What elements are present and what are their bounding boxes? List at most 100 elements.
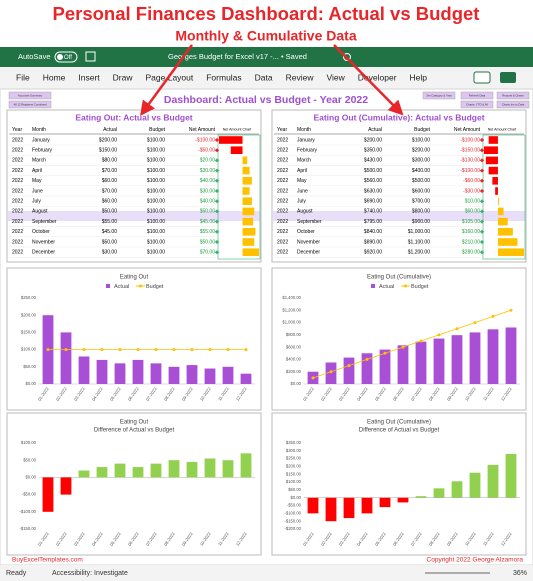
ribbon-tab[interactable]: File xyxy=(16,72,30,82)
data-bar xyxy=(242,166,250,175)
legend-swatch xyxy=(139,284,142,288)
macro-button[interactable] xyxy=(8,100,52,109)
ribbon-tab[interactable]: Review xyxy=(286,72,315,82)
bar xyxy=(222,460,234,478)
net-indicator xyxy=(214,178,220,183)
table-cell: $795.00 xyxy=(364,219,382,225)
share-button[interactable] xyxy=(500,72,516,83)
bar xyxy=(361,497,373,514)
table-title: Eating Out (Cumulative): Actual vs Budge… xyxy=(313,112,484,122)
table-cell: $70.00 xyxy=(102,188,118,194)
table-cell: June xyxy=(297,188,308,194)
save-icon[interactable] xyxy=(85,51,96,62)
budget-point xyxy=(383,351,387,355)
y-tick-label: $200.00 xyxy=(286,464,302,469)
table-cell: $10.00 xyxy=(465,199,481,205)
macro-button[interactable] xyxy=(496,91,530,100)
macro-button[interactable] xyxy=(460,91,494,100)
bar xyxy=(397,345,409,384)
selected-row xyxy=(8,211,260,221)
data-bar xyxy=(242,187,250,195)
table-cell: $55.00 xyxy=(102,219,118,225)
table-cell: $690.00 xyxy=(364,199,382,205)
bar xyxy=(60,477,72,495)
bar xyxy=(397,497,409,503)
bar xyxy=(361,353,373,384)
y-tick-label: $50.00 xyxy=(288,487,301,492)
bar xyxy=(343,497,355,519)
y-tick-label: $100.00 xyxy=(21,347,37,352)
bar xyxy=(222,366,234,384)
table-cell: 2022 xyxy=(12,178,23,184)
bar xyxy=(168,460,180,478)
bar xyxy=(150,363,162,384)
table-cell: $160.00 xyxy=(462,229,480,235)
table-cell: $100.00 xyxy=(147,219,165,225)
macro-button-label: Refresh Data xyxy=(469,93,486,97)
table-cell: $30.00 xyxy=(200,188,216,194)
table-cell: March xyxy=(32,158,46,164)
table-cell: $400.00 xyxy=(412,168,430,174)
macro-button[interactable] xyxy=(422,91,456,100)
macro-button[interactable] xyxy=(460,100,494,109)
y-tick-label: $800.00 xyxy=(286,332,302,337)
table-header: Month xyxy=(297,127,311,133)
comments-button[interactable] xyxy=(473,71,491,84)
table-cell: $80.00 xyxy=(102,158,118,164)
table-cell: 2022 xyxy=(12,158,23,164)
chart-title: Eating Out (Cumulative) xyxy=(367,275,431,281)
macro-button[interactable] xyxy=(496,100,530,109)
bar xyxy=(415,341,427,384)
data-bar xyxy=(242,156,248,165)
table-cell: $600.00 xyxy=(412,188,430,194)
zoom-level: 36% xyxy=(513,570,527,577)
table-cell: -$100.00 xyxy=(460,137,480,143)
table-header: Year xyxy=(12,127,22,133)
budget-point xyxy=(64,348,68,352)
autosave-toggle[interactable] xyxy=(54,51,78,63)
bar xyxy=(487,464,499,498)
data-bar xyxy=(497,228,513,236)
ribbon-tab[interactable]: Developer xyxy=(358,72,397,82)
table-cell: $60.00 xyxy=(465,209,481,215)
macro-button[interactable] xyxy=(8,91,52,100)
macro-button-label: Reports & Charts xyxy=(502,93,524,97)
table-cell: $200.00 xyxy=(364,137,382,143)
net-indicator xyxy=(479,168,485,173)
budget-point xyxy=(419,339,423,343)
table-header: Month xyxy=(32,127,46,133)
table-cell: $100.00 xyxy=(147,209,165,215)
ribbon-tab[interactable]: Data xyxy=(255,72,273,82)
ribbon-tab[interactable]: View xyxy=(327,72,346,82)
table-cell: 2022 xyxy=(277,137,288,143)
data-bar xyxy=(242,238,255,246)
table-cell: -$150.00 xyxy=(460,148,480,154)
y-tick-label: $400.00 xyxy=(286,357,302,362)
table-cell: $350.00 xyxy=(364,148,382,154)
bar xyxy=(379,349,391,384)
data-bar xyxy=(242,217,254,226)
table-cell: 2022 xyxy=(12,239,23,245)
y-tick-label: $0.00 xyxy=(26,381,37,386)
ribbon-tab[interactable]: Help xyxy=(410,72,428,82)
budget-point xyxy=(190,348,194,352)
table-cell: 2022 xyxy=(12,219,23,225)
ribbon-tab[interactable]: Home xyxy=(43,72,66,82)
table-cell: $40.00 xyxy=(200,199,216,205)
annotation-arrow xyxy=(333,44,404,116)
data-bar xyxy=(242,207,255,216)
ribbon-tab[interactable]: Insert xyxy=(78,72,100,82)
ribbon-tab[interactable]: Formulas xyxy=(206,72,241,82)
net-indicator xyxy=(479,240,485,244)
budget-point xyxy=(455,327,459,331)
table-cell: February xyxy=(32,148,53,154)
y-tick-label: $100.00 xyxy=(21,440,37,445)
table-cell: $840.00 xyxy=(364,229,382,235)
table-cell: $45.00 xyxy=(200,219,216,225)
ribbon-tab[interactable]: Draw xyxy=(113,72,134,82)
search-icon[interactable] xyxy=(343,53,351,61)
table-cell: $100.00 xyxy=(147,239,165,245)
table-cell: $500.00 xyxy=(364,168,382,174)
budget-point xyxy=(154,348,158,352)
chart-title: Eating Out xyxy=(120,275,149,281)
